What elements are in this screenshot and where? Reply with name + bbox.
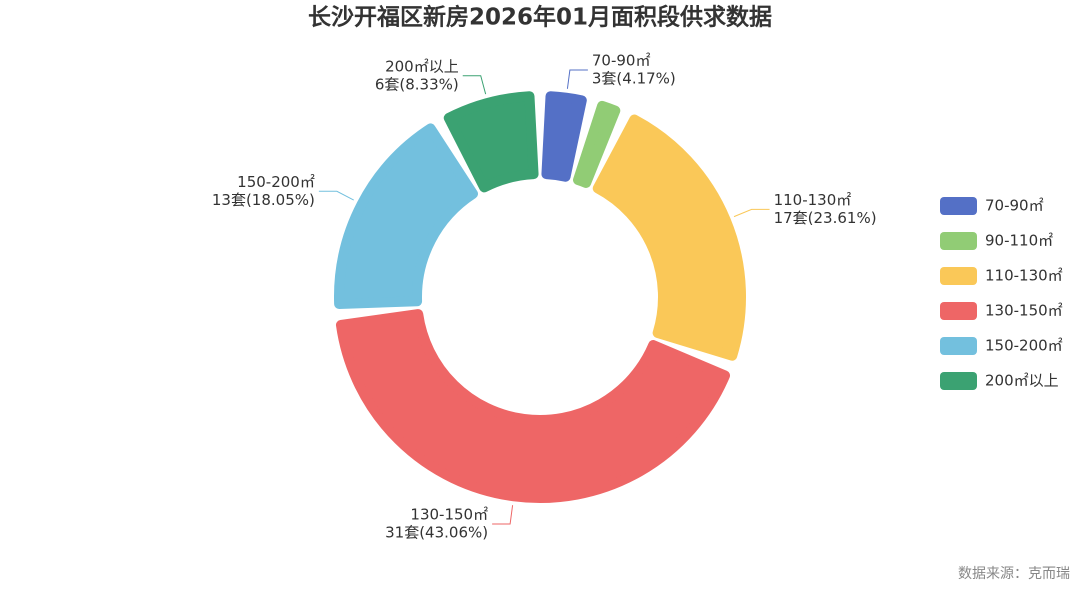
label-line (318, 190, 354, 201)
donut-slice (592, 114, 746, 361)
legend-label: 150-200㎡ (985, 337, 1063, 355)
legend-swatch (940, 267, 977, 285)
source-note: 数据来源：克而瑞 (958, 566, 1070, 582)
legend-swatch (940, 302, 977, 320)
label-line (566, 69, 588, 89)
legend-label: 130-150㎡ (985, 302, 1063, 320)
slice-label: 150-200㎡ (237, 173, 315, 191)
legend-label: 70-90㎡ (985, 197, 1044, 215)
legend-swatch (940, 232, 977, 250)
value-label: 3套(4.17%) (592, 69, 676, 87)
donut-slice (443, 91, 539, 193)
donut-slice (335, 309, 731, 503)
donut-slice (541, 91, 587, 182)
slice-label: 110-130㎡ (774, 191, 852, 209)
legend-swatch (940, 372, 977, 390)
legend-label: 200㎡以上 (985, 372, 1059, 390)
label-line (733, 208, 770, 218)
label-line (492, 505, 514, 525)
slice-label: 130-150㎡ (410, 506, 488, 524)
donut-slice (334, 123, 479, 310)
value-label: 31套(43.06%) (385, 524, 488, 542)
legend-label: 110-130㎡ (985, 267, 1063, 285)
donut-slice (573, 100, 621, 188)
slice-label: 200㎡以上 (385, 57, 459, 75)
legend-swatch (940, 337, 977, 355)
value-label: 6套(8.33%) (375, 75, 459, 93)
legend-label: 90-110㎡ (985, 232, 1053, 250)
label-line (462, 75, 487, 95)
value-label: 17套(23.61%) (774, 209, 877, 227)
legend-swatch (940, 197, 977, 215)
value-label: 13套(18.05%) (212, 191, 315, 209)
chart-title: 长沙开福区新房2026年01月面积段供求数据 (308, 4, 772, 31)
slice-label: 70-90㎡ (592, 51, 651, 69)
